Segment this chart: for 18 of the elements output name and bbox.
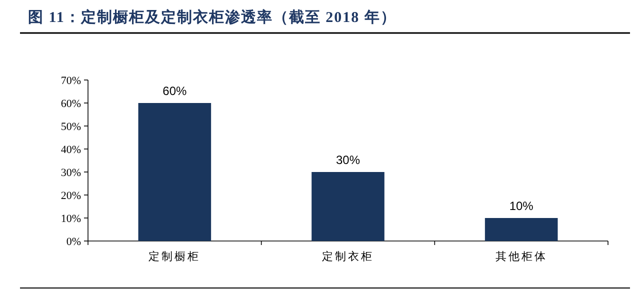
- bar: [312, 172, 384, 241]
- y-tick-label: 30%: [60, 167, 81, 179]
- y-tick-label: 20%: [60, 190, 81, 202]
- data-label: 60%: [162, 84, 187, 98]
- y-tick-label: 40%: [60, 144, 81, 156]
- y-tick-label: 0%: [66, 236, 81, 248]
- data-label: 30%: [336, 153, 360, 167]
- y-tick-label: 70%: [60, 75, 81, 87]
- x-tick-label: 定制衣柜: [322, 250, 374, 263]
- x-tick-label: 定制橱柜: [148, 250, 201, 263]
- data-label: 10%: [509, 199, 534, 213]
- y-tick-label: 50%: [60, 121, 81, 133]
- bar: [484, 218, 558, 241]
- x-tick-label: 其他柜体: [495, 250, 548, 263]
- y-tick-label: 60%: [60, 98, 81, 110]
- bar: [138, 103, 212, 241]
- y-tick-label: 10%: [60, 213, 81, 225]
- chart-title: 图 11：定制橱柜及定制衣柜渗透率（截至 2018 年）: [28, 8, 396, 26]
